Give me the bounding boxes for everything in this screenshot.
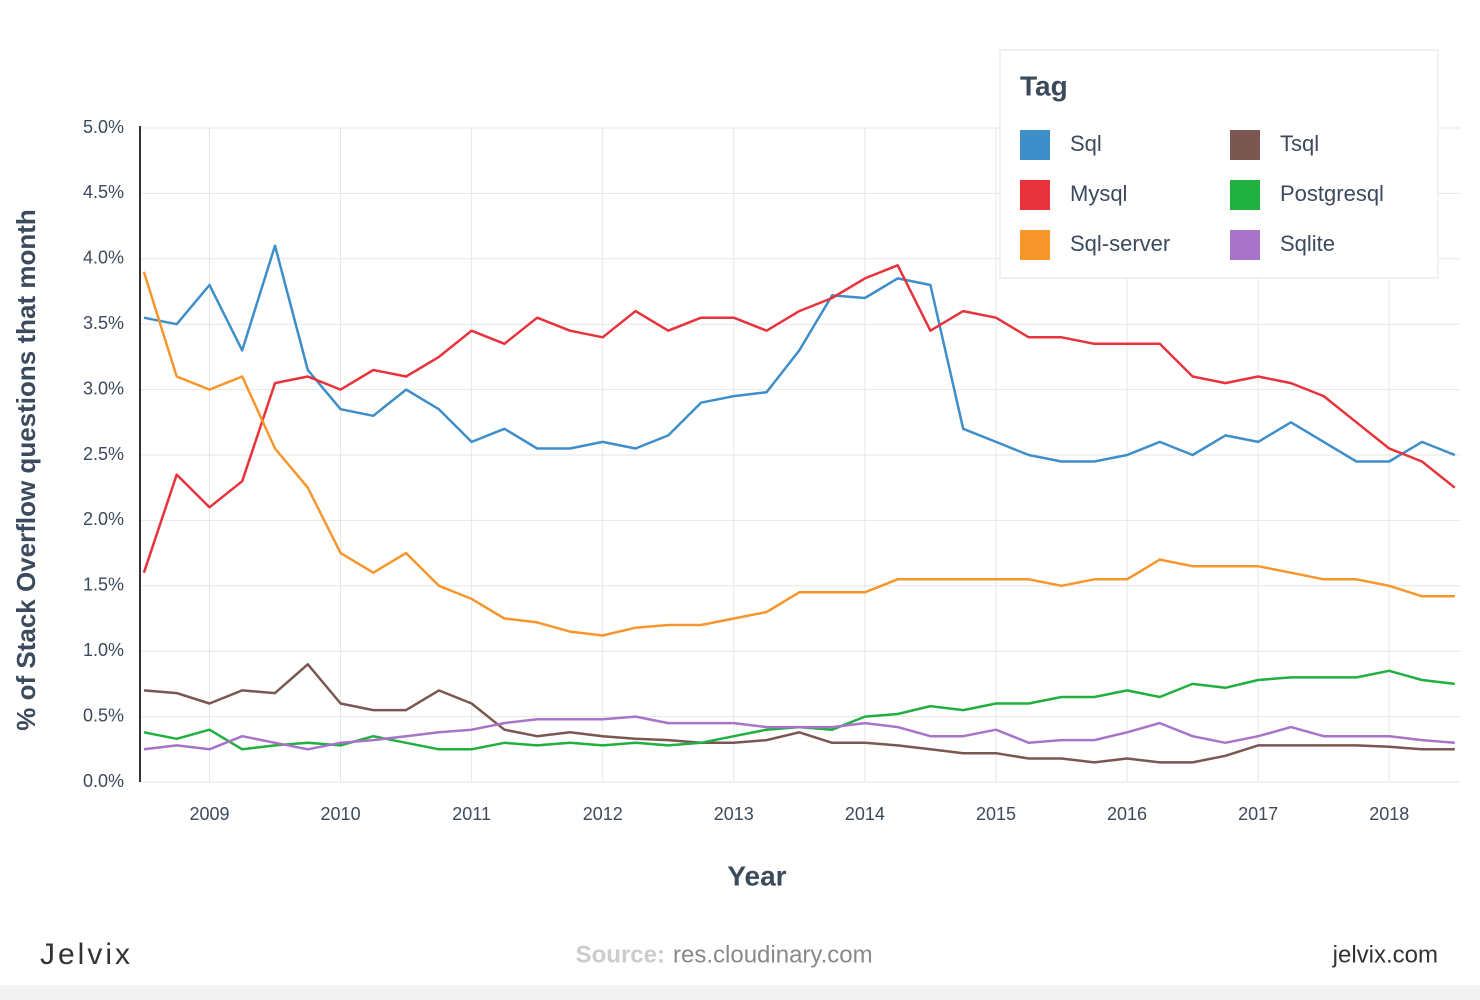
x-tick-label: 2014 xyxy=(845,804,885,824)
source-label: Source: xyxy=(576,941,665,968)
legend-swatch xyxy=(1230,180,1260,210)
legend-swatch xyxy=(1230,230,1260,260)
x-tick-label: 2009 xyxy=(189,804,229,824)
y-tick-label: 4.0% xyxy=(83,248,124,268)
y-tick-label: 1.0% xyxy=(83,640,124,660)
legend-title: Tag xyxy=(1020,70,1068,101)
legend-label: Tsql xyxy=(1280,131,1319,156)
legend-swatch xyxy=(1020,130,1050,160)
y-tick-label: 2.5% xyxy=(83,444,124,464)
legend-label: Sqlite xyxy=(1280,231,1335,256)
legend-swatch xyxy=(1020,180,1050,210)
x-tick-label: 2013 xyxy=(714,804,754,824)
legend-label: Sql-server xyxy=(1070,231,1170,256)
site: jelvix.com xyxy=(1332,941,1438,968)
y-tick-label: 5.0% xyxy=(83,117,124,137)
legend: Sql Mysql Sql-server Tsql Postgresql Sqlite xyxy=(1020,130,1384,260)
x-tick-label: 2017 xyxy=(1238,804,1278,824)
y-tick-label: 3.0% xyxy=(83,378,124,398)
y-tick-label: 0.0% xyxy=(83,771,124,791)
x-axis-title: Year xyxy=(727,860,786,891)
legend-label: Sql xyxy=(1070,131,1102,156)
legend-swatch xyxy=(1230,130,1260,160)
brand: Jelvix xyxy=(40,938,133,971)
x-tick-label: 2011 xyxy=(452,804,491,824)
bottom-band xyxy=(0,985,1480,1000)
legend-swatch xyxy=(1020,230,1050,260)
legend-box xyxy=(999,49,1439,279)
source: res.cloudinary.com xyxy=(673,941,873,968)
series-line xyxy=(143,663,1455,764)
y-tick-label: 2.0% xyxy=(83,509,124,529)
lines xyxy=(142,244,1456,764)
legend-label: Mysql xyxy=(1070,181,1127,206)
y-tick-label: 1.5% xyxy=(83,575,124,595)
x-tick-label: 2012 xyxy=(583,804,623,824)
x-tick-label: 2010 xyxy=(321,804,361,824)
y-axis-title: % of Stack Overflow questions that month xyxy=(11,209,41,731)
x-tick-label: 2015 xyxy=(976,804,1016,824)
series-line xyxy=(142,264,1456,574)
x-tick-label: 2018 xyxy=(1369,804,1409,824)
series-line xyxy=(143,244,1456,463)
x-tick-label: 2016 xyxy=(1107,804,1147,824)
series-line xyxy=(142,271,1455,637)
y-tick-label: 0.5% xyxy=(83,705,124,725)
series-line xyxy=(143,715,1455,751)
y-tick-label: 4.5% xyxy=(83,182,124,202)
y-tick-label: 3.5% xyxy=(83,313,124,333)
legend-label: Postgresql xyxy=(1280,181,1384,206)
